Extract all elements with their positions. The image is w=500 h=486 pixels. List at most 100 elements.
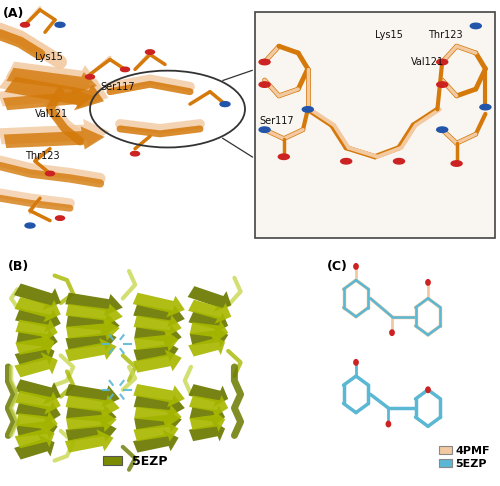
Text: Ser117: Ser117 [260,116,294,126]
FancyArrow shape [133,349,182,373]
FancyArrow shape [134,330,178,352]
FancyArrow shape [16,319,58,342]
FancyArrow shape [14,424,54,448]
FancyArrow shape [134,395,185,417]
FancyArrow shape [134,405,182,427]
Circle shape [451,161,462,166]
Circle shape [480,104,491,110]
Circle shape [259,59,270,65]
FancyArrow shape [14,283,61,310]
FancyArrow shape [4,77,104,110]
FancyArrow shape [188,311,228,334]
FancyArrow shape [133,384,185,407]
FancyArrow shape [65,430,114,452]
FancyArrow shape [133,430,178,452]
Text: (B): (B) [8,260,30,273]
Circle shape [259,82,270,87]
FancyArrow shape [188,300,232,324]
FancyArrow shape [14,352,58,377]
Circle shape [220,102,230,106]
FancyArrow shape [16,416,58,439]
FancyArrow shape [134,419,178,442]
FancyArrow shape [6,68,97,95]
FancyArrow shape [0,119,110,146]
Text: Val121: Val121 [35,109,68,119]
Legend: 4PMF, 4PME: 4PMF, 4PME [421,6,491,45]
Text: (A): (A) [2,7,24,20]
FancyArrow shape [190,325,228,347]
Circle shape [436,59,448,65]
Circle shape [146,50,154,54]
FancyArrow shape [16,332,54,355]
Circle shape [259,127,270,132]
Circle shape [25,223,35,228]
Text: Val121: Val121 [411,57,444,67]
Circle shape [55,22,65,27]
Text: Thr123: Thr123 [428,30,462,40]
FancyArrow shape [14,342,54,366]
Circle shape [386,421,390,427]
Circle shape [436,82,448,87]
FancyArrow shape [0,80,98,106]
FancyArrow shape [6,62,97,92]
Circle shape [436,127,448,132]
FancyArrow shape [66,410,116,432]
Legend: 4PMF, 5EZP: 4PMF, 5EZP [434,442,494,473]
FancyArrow shape [134,410,182,432]
FancyArrow shape [188,334,225,357]
Circle shape [354,264,358,269]
FancyArrow shape [0,70,108,109]
FancyArrow shape [65,338,116,361]
Circle shape [340,158,351,164]
FancyArrow shape [3,87,94,110]
Circle shape [426,279,430,285]
Circle shape [278,154,289,159]
FancyArrow shape [15,308,61,332]
Circle shape [390,330,394,335]
FancyArrow shape [15,391,61,415]
FancyArrow shape [16,411,58,434]
Circle shape [130,152,140,156]
FancyArrow shape [66,313,120,336]
FancyArrow shape [134,315,182,337]
FancyArrow shape [188,286,232,312]
Legend: 5EZP: 5EZP [98,450,172,472]
FancyArrow shape [14,434,54,460]
Circle shape [56,216,64,220]
FancyArrow shape [189,395,228,417]
FancyArrow shape [133,304,185,328]
Circle shape [354,360,358,365]
Text: (C): (C) [327,260,348,273]
FancyArrow shape [14,297,61,322]
Circle shape [120,67,130,71]
Text: Lys15: Lys15 [375,30,403,40]
FancyArrow shape [133,293,185,317]
FancyArrow shape [189,419,225,441]
FancyArrow shape [190,410,225,432]
FancyArrow shape [134,340,178,362]
FancyArrow shape [66,304,123,326]
FancyArrow shape [16,401,61,425]
Text: Lys15: Lys15 [35,52,63,62]
Circle shape [20,22,30,27]
FancyArrow shape [190,320,228,343]
Text: Thr123: Thr123 [25,151,59,161]
FancyArrow shape [66,405,116,427]
FancyArrow shape [66,328,116,350]
FancyArrow shape [188,384,228,407]
FancyArrow shape [66,395,120,417]
Text: Ser117: Ser117 [100,82,134,92]
Circle shape [426,387,430,393]
FancyArrow shape [190,405,225,427]
FancyArrow shape [66,318,120,341]
FancyArrow shape [66,293,123,316]
FancyArrow shape [134,325,182,347]
Circle shape [302,106,314,112]
Circle shape [394,158,404,164]
FancyArrow shape [14,379,61,405]
Circle shape [86,75,94,79]
Circle shape [46,171,54,176]
FancyArrow shape [4,126,104,150]
FancyArrow shape [65,384,120,407]
Circle shape [470,23,482,29]
